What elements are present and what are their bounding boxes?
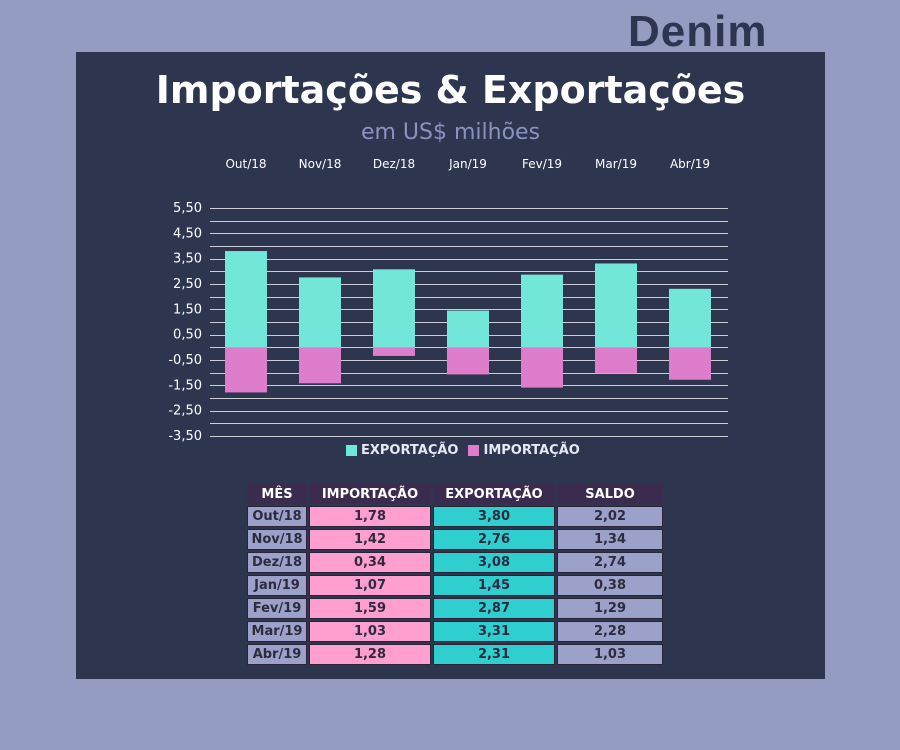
table-header-row: MÊS IMPORTAÇÃO EXPORTAÇÃO SALDO (247, 484, 663, 504)
cell-importacao: 1,28 (309, 644, 431, 665)
cell-exportacao: 2,87 (433, 598, 555, 619)
cell-importacao: 1,42 (309, 529, 431, 550)
cell-saldo: 1,03 (557, 644, 663, 665)
y-tick-label: 1,50 (173, 302, 202, 317)
cell-exportacao: 2,31 (433, 644, 555, 665)
table-row: Mar/19 1,03 3,31 2,28 (247, 621, 663, 642)
cell-importacao: 1,78 (309, 506, 431, 527)
bar-importacao (225, 347, 267, 393)
bar-exportacao (299, 277, 341, 348)
x-category-label: Out/18 (225, 157, 266, 171)
brand-logo: Denim (628, 7, 768, 56)
bar-importacao (669, 347, 711, 380)
cell-importacao: 1,07 (309, 575, 431, 596)
legend-item-exportacao: EXPORTAÇÃO (346, 443, 458, 458)
bar-exportacao (373, 269, 415, 348)
cell-importacao: 0,34 (309, 552, 431, 573)
bar-exportacao (669, 288, 711, 348)
bar-importacao (447, 347, 489, 375)
y-tick-label: 5,50 (173, 201, 202, 216)
header-mes: MÊS (247, 484, 307, 504)
chart-legend: EXPORTAÇÃO IMPORTAÇÃO (346, 443, 590, 458)
bar-chart: 5,50 4,50 3,50 2,50 1,50 0,50 -0,50 -1,50 -2,50 -… (168, 157, 728, 442)
cell-importacao: 1,03 (309, 621, 431, 642)
cell-mes: Out/18 (247, 506, 307, 527)
y-tick-label: 0,50 (173, 328, 202, 343)
table-row: Out/18 1,78 3,80 2,02 (247, 506, 663, 527)
table-row: Abr/19 1,28 2,31 1,03 (247, 644, 663, 665)
legend-swatch-importacao (468, 445, 480, 456)
x-category-label: Fev/19 (522, 157, 562, 171)
cell-mes: Dez/18 (247, 552, 307, 573)
bar-importacao (521, 347, 563, 388)
cell-mes: Mar/19 (247, 621, 307, 642)
chart-subtitle: em US$ milhões (360, 120, 541, 145)
legend-label-exportacao: EXPORTAÇÃO (361, 443, 459, 458)
bar-importacao (595, 347, 637, 374)
legend-label-importacao: IMPORTAÇÃO (483, 443, 580, 458)
y-tick-label: -2,50 (168, 404, 202, 419)
bar-exportacao (595, 263, 637, 348)
x-category-label: Nov/18 (299, 157, 342, 171)
y-tick-label: -3,50 (168, 429, 202, 442)
y-tick-label: 4,50 (173, 226, 202, 241)
cell-saldo: 2,28 (557, 621, 663, 642)
cell-mes: Nov/18 (247, 529, 307, 550)
cell-exportacao: 3,80 (433, 506, 555, 527)
x-category-label: Mar/19 (595, 157, 637, 171)
header-importacao: IMPORTAÇÃO (309, 484, 431, 504)
cell-saldo: 1,34 (557, 529, 663, 550)
chart-panel: Importações & Exportações em US$ milhões… (76, 52, 825, 679)
x-category-label: Abr/19 (670, 157, 710, 171)
header-saldo: SALDO (557, 484, 663, 504)
y-tick-label: -0,50 (168, 353, 202, 368)
cell-importacao: 1,59 (309, 598, 431, 619)
cell-mes: Jan/19 (247, 575, 307, 596)
cell-saldo: 0,38 (557, 575, 663, 596)
chart-title: Importações & Exportações (155, 68, 746, 112)
cell-saldo: 1,29 (557, 598, 663, 619)
y-tick-label: 3,50 (173, 252, 202, 267)
table-row: Dez/18 0,34 3,08 2,74 (247, 552, 663, 573)
table-row: Jan/19 1,07 1,45 0,38 (247, 575, 663, 596)
bar-exportacao (521, 274, 563, 348)
table-row: Fev/19 1,59 2,87 1,29 (247, 598, 663, 619)
table-row: Nov/18 1,42 2,76 1,34 (247, 529, 663, 550)
bar-exportacao (225, 251, 267, 348)
cell-exportacao: 1,45 (433, 575, 555, 596)
cell-saldo: 2,02 (557, 506, 663, 527)
y-tick-label: -1,50 (168, 378, 202, 393)
y-tick-label: 2,50 (173, 277, 202, 292)
cell-saldo: 2,74 (557, 552, 663, 573)
cell-exportacao: 2,76 (433, 529, 555, 550)
cell-exportacao: 3,31 (433, 621, 555, 642)
header-exportacao: EXPORTAÇÃO (433, 484, 555, 504)
legend-item-importacao: IMPORTAÇÃO (468, 443, 580, 458)
bar-exportacao (447, 310, 489, 348)
legend-swatch-exportacao (346, 445, 357, 456)
cell-mes: Fev/19 (247, 598, 307, 619)
x-category-label: Dez/18 (373, 157, 415, 171)
cell-exportacao: 3,08 (433, 552, 555, 573)
bar-importacao (299, 347, 341, 384)
x-category-label: Jan/19 (448, 157, 487, 171)
data-table: MÊS IMPORTAÇÃO EXPORTAÇÃO SALDO Out/18 1… (245, 482, 665, 667)
bar-importacao (373, 347, 415, 356)
cell-mes: Abr/19 (247, 644, 307, 665)
